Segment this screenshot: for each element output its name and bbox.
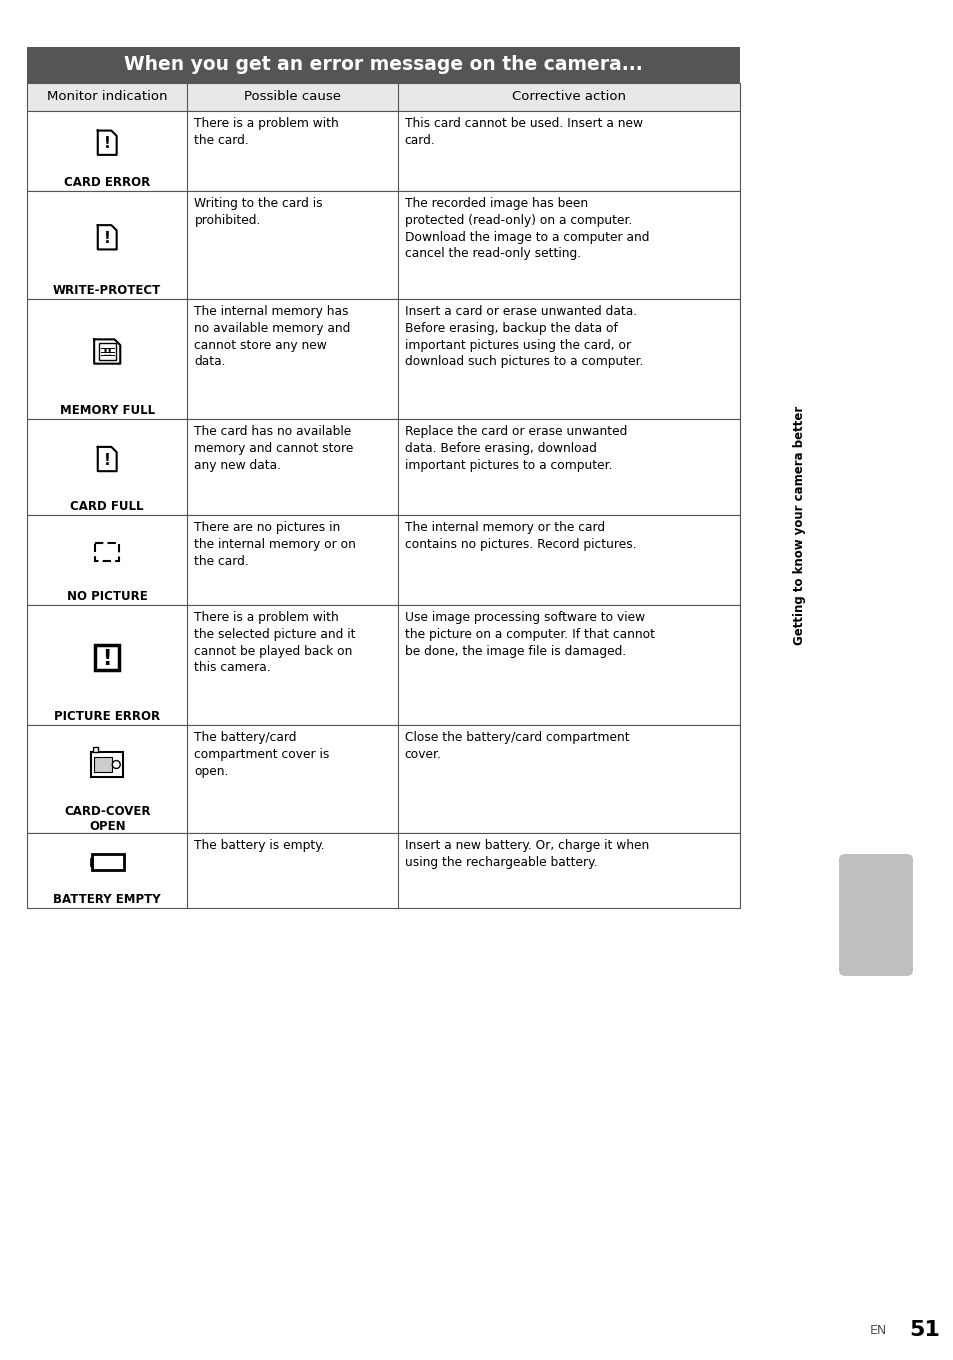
Text: The internal memory has
no available memory and
cannot store any new
data.: The internal memory has no available mem… [194,305,351,369]
Bar [27,48,740,83]
Bar [98,343,115,360]
Bar [27,299,740,419]
Circle shape [112,760,120,768]
Bar [27,83,740,112]
Bar [91,752,123,777]
Polygon shape [94,340,120,363]
Text: There are no pictures in
the internal memory or on
the card.: There are no pictures in the internal me… [194,521,355,567]
Bar [27,112,740,190]
Text: Insert a card or erase unwanted data.
Before erasing, backup the data of
importa: Insert a card or erase unwanted data. Be… [404,305,642,369]
Text: NO PICTURE: NO PICTURE [67,590,148,602]
Bar [92,854,124,870]
Bar [27,832,740,908]
Text: Writing to the card is
prohibited.: Writing to the card is prohibited. [194,197,323,227]
Text: The battery/card
compartment cover is
open.: The battery/card compartment cover is op… [194,732,330,778]
Text: Replace the card or erase unwanted
data. Before erasing, download
important pict: Replace the card or erase unwanted data.… [404,424,626,472]
Text: There is a problem with
the selected picture and it
cannot be played back on
thi: There is a problem with the selected pic… [194,611,355,675]
Text: !: ! [104,136,111,151]
Bar [90,858,93,866]
Bar [27,725,740,832]
FancyBboxPatch shape [838,854,912,976]
Bar [27,419,740,515]
Polygon shape [97,447,116,471]
Text: Corrective action: Corrective action [512,91,625,103]
Text: PICTURE ERROR: PICTURE ERROR [54,710,160,724]
Bar [92,747,98,752]
Text: BATTERY EMPTY: BATTERY EMPTY [53,894,161,906]
Text: The card has no available
memory and cannot store
any new data.: The card has no available memory and can… [194,424,354,472]
Text: Monitor indication: Monitor indication [47,91,168,103]
Text: !: ! [104,231,111,246]
Text: WRITE-PROTECT: WRITE-PROTECT [53,284,161,296]
Bar [94,758,112,772]
Text: Possible cause: Possible cause [244,91,341,103]
Text: EN: EN [869,1323,886,1337]
Text: This card cannot be used. Insert a new
card.: This card cannot be used. Insert a new c… [404,117,642,147]
Text: !: ! [102,649,112,669]
Bar [95,543,119,560]
Polygon shape [97,226,116,249]
Bar [27,515,740,605]
Text: Getting to know your camera better: Getting to know your camera better [793,405,805,645]
Text: !!: !! [102,348,112,358]
Bar [95,646,119,669]
Text: CARD FULL: CARD FULL [71,500,144,513]
Text: 51: 51 [908,1321,939,1340]
Text: When you get an error message on the camera...: When you get an error message on the cam… [124,56,642,75]
Text: The internal memory or the card
contains no pictures. Record pictures.: The internal memory or the card contains… [404,521,636,551]
Text: The battery is empty.: The battery is empty. [194,839,325,851]
Text: Use image processing software to view
the picture on a computer. If that cannot
: Use image processing software to view th… [404,611,654,658]
Text: Insert a new battery. Or, charge it when
using the rechargeable battery.: Insert a new battery. Or, charge it when… [404,839,648,869]
Text: There is a problem with
the card.: There is a problem with the card. [194,117,339,147]
Text: The recorded image has been
protected (read-only) on a computer.
Download the im: The recorded image has been protected (r… [404,197,649,260]
Text: CARD ERROR: CARD ERROR [64,175,151,189]
Bar [27,190,740,299]
Text: !: ! [104,453,111,468]
Bar [27,605,740,725]
Text: CARD-COVER
OPEN: CARD-COVER OPEN [64,805,151,832]
Text: MEMORY FULL: MEMORY FULL [60,404,154,418]
Text: Close the battery/card compartment
cover.: Close the battery/card compartment cover… [404,732,629,760]
Polygon shape [97,131,116,155]
